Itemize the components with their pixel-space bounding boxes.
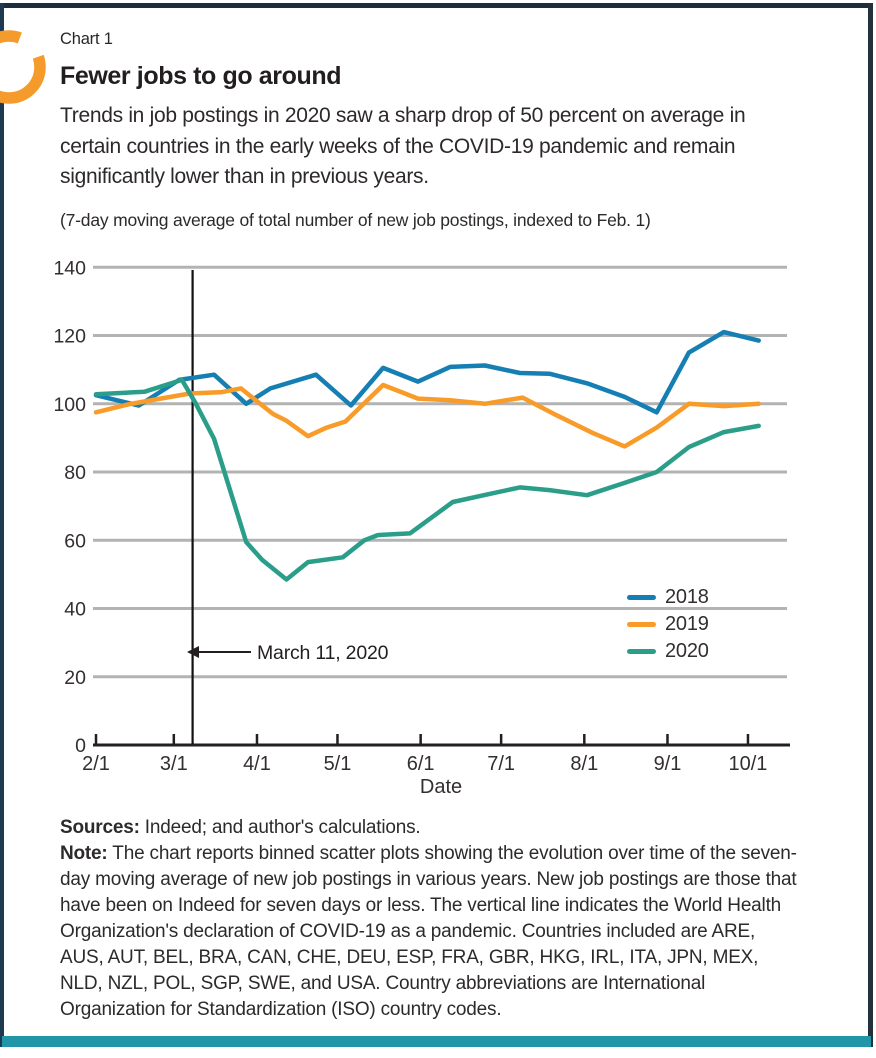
- sources-text: Indeed; and author's calculations.: [139, 817, 421, 838]
- card-border-left: [0, 3, 4, 1047]
- svg-text:80: 80: [64, 462, 86, 484]
- note-line: Note: The chart reports binned scatter p…: [60, 841, 802, 1023]
- legend-label-2019: 2019: [665, 613, 709, 635]
- svg-text:5/1: 5/1: [324, 753, 352, 775]
- note-text: The chart reports binned scatter plots s…: [60, 843, 797, 1020]
- legend-label-2020: 2020: [665, 640, 709, 662]
- sources-line: Sources: Indeed; and author's calculatio…: [60, 815, 802, 841]
- chart-number-label: Chart 1: [60, 30, 113, 48]
- svg-text:140: 140: [53, 257, 86, 279]
- svg-text:4/1: 4/1: [243, 753, 271, 775]
- page-title: Fewer jobs to go around: [60, 62, 342, 90]
- series-line-2018: [93, 329, 761, 415]
- chart-subtitle: Trends in job postings in 2020 saw a sha…: [60, 104, 746, 188]
- annotation-arrow: [187, 646, 251, 658]
- note-label: Note:: [60, 843, 108, 864]
- card-border-top: [0, 3, 872, 8]
- svg-text:100: 100: [53, 394, 86, 416]
- svg-text:9/1: 9/1: [654, 753, 682, 775]
- svg-text:8/1: 8/1: [570, 753, 598, 775]
- series-lines: [93, 329, 761, 582]
- legend-item-2020: 2020: [627, 638, 709, 665]
- series-line-2019: [93, 382, 761, 449]
- annotation-label: March 11, 2020: [257, 642, 389, 664]
- card-border-right: [868, 3, 873, 1047]
- y-axis-tick-labels: 0 20 40 60 80 100 120 140: [53, 257, 86, 757]
- legend: 2018 2019 2020: [627, 584, 709, 665]
- series-line-2020: [93, 377, 761, 582]
- x-axis-title: Date: [419, 776, 463, 798]
- svg-text:0: 0: [75, 735, 86, 757]
- svg-text:2/1: 2/1: [82, 753, 110, 775]
- legend-item-2018: 2018: [627, 584, 709, 611]
- axis-units-note: (7-day moving average of total number of…: [60, 210, 651, 230]
- svg-text:3/1: 3/1: [160, 753, 188, 775]
- svg-text:20: 20: [64, 667, 86, 689]
- x-axis: 2/1 3/1 4/1 5/1 6/1 7/1 8/1 9/1 10/1: [82, 734, 790, 775]
- legend-swatch-2020-icon: [627, 649, 656, 654]
- svg-text:7/1: 7/1: [487, 753, 515, 775]
- legend-item-2019: 2019: [627, 611, 709, 638]
- legend-swatch-2019-icon: [627, 622, 656, 627]
- svg-text:6/1: 6/1: [407, 753, 435, 775]
- svg-text:60: 60: [64, 530, 86, 552]
- sources-label: Sources:: [60, 817, 140, 838]
- svg-text:40: 40: [64, 599, 86, 621]
- svg-text:10/1: 10/1: [729, 753, 768, 775]
- svg-text:120: 120: [53, 326, 86, 348]
- legend-label-2018: 2018: [665, 586, 709, 608]
- footer-accent-bar: [2, 1036, 871, 1047]
- decorative-ring-icon: [0, 30, 46, 104]
- legend-swatch-2018-icon: [627, 595, 656, 600]
- source-note-block: Sources: Indeed; and author's calculatio…: [60, 815, 802, 1023]
